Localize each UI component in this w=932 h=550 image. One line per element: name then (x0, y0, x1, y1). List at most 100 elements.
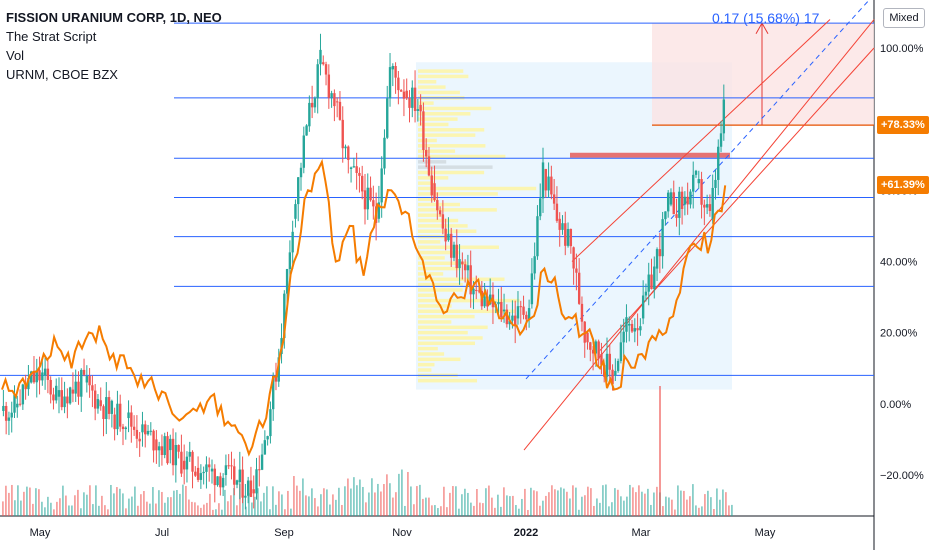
volume-bar (245, 506, 247, 516)
candle-body (391, 66, 395, 70)
volume-bar (266, 486, 268, 516)
candle-body (316, 64, 319, 99)
candle-body (258, 469, 261, 471)
volume-bar (269, 509, 271, 516)
candle-body (372, 200, 375, 207)
candle-body (383, 137, 386, 169)
candle-body (483, 296, 486, 307)
volume-bar (224, 489, 226, 516)
volume-bar (347, 478, 349, 516)
volume-bar (152, 487, 154, 516)
candle-body (135, 429, 139, 439)
volume-bar (563, 488, 565, 516)
candle-body (614, 370, 617, 376)
candle-body (2, 405, 5, 411)
volume-bar (566, 491, 568, 516)
candle-body (513, 315, 517, 326)
scale-mode-button[interactable]: Mixed (883, 8, 925, 28)
candle-body (305, 125, 308, 136)
channel-mid-line[interactable] (525, 0, 874, 380)
candle-body (288, 252, 292, 270)
candle-body (113, 414, 116, 430)
volume-bar (293, 476, 295, 516)
indicator-strat-script[interactable]: The Strat Script (6, 29, 97, 44)
volume-bar (272, 486, 274, 516)
volume-bar (158, 490, 160, 516)
volume-profile-bar (418, 282, 463, 287)
volume-bar (647, 488, 649, 516)
volume-bar (521, 498, 523, 516)
candle-body (107, 397, 111, 414)
volume-bar (638, 485, 640, 516)
candle-body (441, 214, 445, 229)
candle-body (711, 187, 714, 219)
candle-body (450, 233, 453, 258)
candle-body (700, 179, 703, 205)
volume-bar (611, 502, 613, 516)
volume-bar (233, 488, 235, 516)
volume-profile-bar (418, 69, 464, 73)
candle-body (497, 301, 500, 305)
candle-body (338, 101, 342, 120)
candle-body (169, 438, 172, 451)
trend-channel[interactable] (523, 0, 875, 451)
channel-upper-line[interactable] (571, 19, 831, 262)
volume-profile-bar (418, 304, 452, 308)
volume-bar (248, 493, 250, 516)
candle-body (658, 249, 662, 257)
volume-bar (668, 497, 670, 516)
candle-body (291, 231, 294, 253)
candle-body (413, 87, 417, 111)
candle-body (577, 272, 581, 304)
volume-bar (185, 485, 187, 516)
candle-body (246, 480, 250, 496)
volume-bar (449, 492, 451, 516)
volume-bar (146, 501, 148, 516)
candle-body (722, 99, 726, 134)
volume-bar (392, 497, 394, 516)
volume-bar (443, 486, 445, 516)
volume-profile-bar (418, 128, 485, 132)
candle-body (363, 190, 367, 210)
candle-body (16, 403, 19, 408)
volume-profile-bar (418, 112, 471, 116)
volume-profile-bar (418, 368, 432, 372)
candle-body (146, 430, 150, 435)
candle-body (516, 306, 520, 319)
volume-bar (404, 505, 406, 516)
y-axis[interactable]: 100.00%60.00%40.00%20.00%0.00%−20.00% (880, 43, 924, 482)
candle-body (530, 273, 534, 305)
candle-body (49, 379, 52, 395)
volume-bar (119, 488, 121, 516)
volume-bar (188, 499, 190, 516)
volume-bar (686, 499, 688, 516)
indicator-volume[interactable]: Vol (6, 48, 25, 63)
volume-bar (143, 491, 145, 516)
candle-body (461, 261, 464, 265)
volume-bar (335, 499, 337, 516)
volume-bar (617, 489, 619, 516)
volume-bar (161, 491, 163, 516)
compare-symbol[interactable]: URNM, CBOE BZX (6, 67, 118, 82)
candle-body (399, 90, 403, 92)
horizontal-levels[interactable] (0, 22, 874, 376)
volume-bar (692, 484, 694, 516)
volume-bar (545, 495, 547, 516)
x-axis[interactable]: May Jul Sep Nov 2022 Mar May (30, 527, 776, 539)
volume-bar (278, 491, 280, 516)
volume-bar (506, 495, 508, 516)
candle-body (664, 211, 667, 220)
x-tick-label: Sep (274, 527, 294, 539)
volume-profile-bar (418, 170, 485, 175)
candle-body (319, 49, 322, 65)
volume-profile-bar (418, 202, 460, 207)
candle-body (180, 451, 183, 474)
candle-body (591, 349, 595, 354)
symbol-title[interactable]: FISSION URANIUM CORP, 1D, NEO (6, 10, 222, 25)
channel-lower-line[interactable] (523, 19, 875, 451)
volume-bar (137, 505, 139, 516)
x-tick-label: Jul (155, 527, 169, 539)
candle-body (88, 376, 91, 386)
volume-bar (707, 490, 709, 516)
